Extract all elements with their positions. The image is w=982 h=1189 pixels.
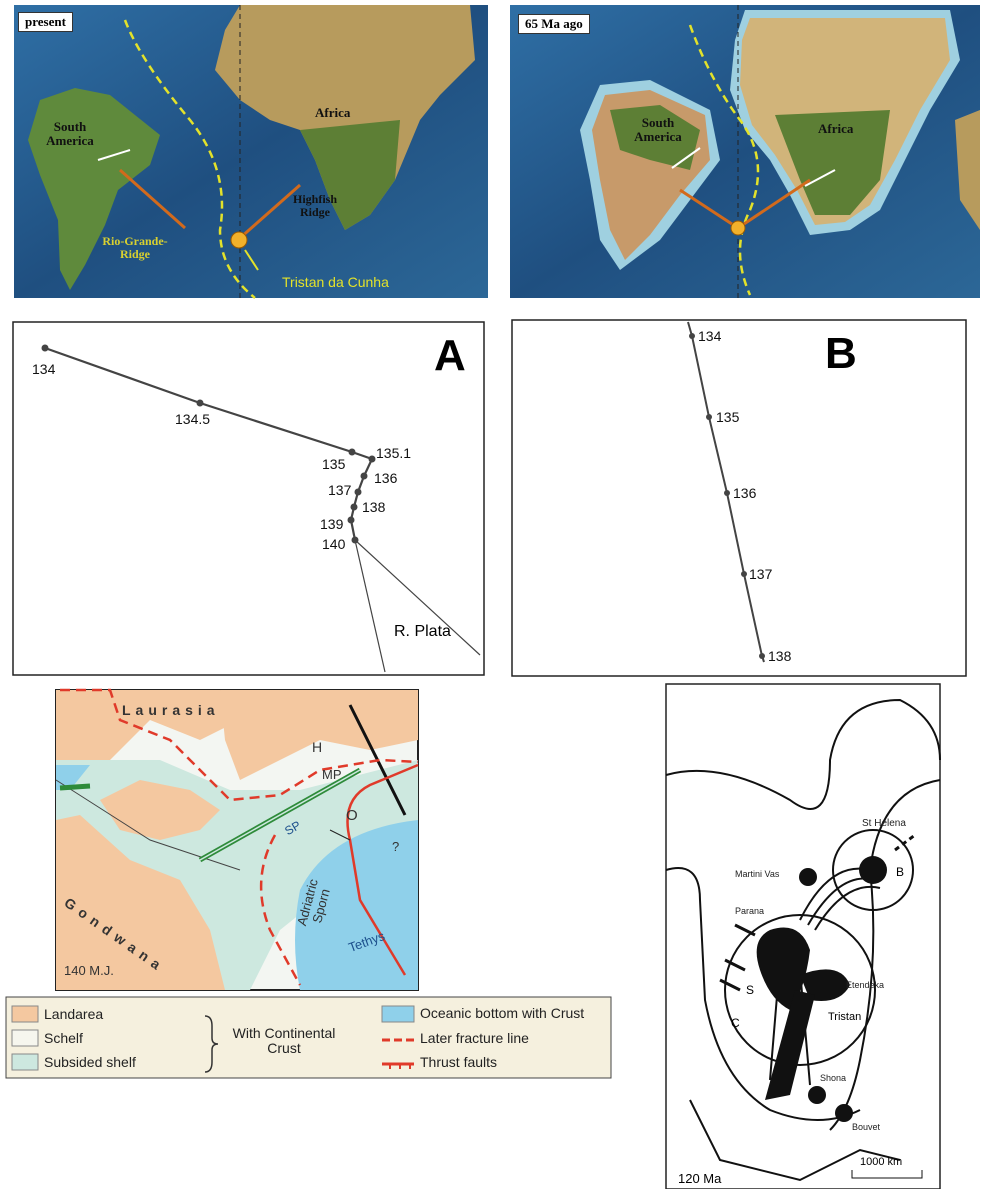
ridge-label: Highfish Ridge bbox=[290, 193, 340, 219]
age-label: 134.5 bbox=[175, 412, 210, 427]
hotspot-label: St Helena bbox=[862, 818, 906, 829]
age-label: 138 bbox=[768, 649, 791, 664]
ridge-label: Rio-Grande-Ridge bbox=[95, 235, 175, 261]
page: present South America Africa Highfish Ri… bbox=[0, 0, 982, 1189]
region-label: ? bbox=[392, 840, 399, 854]
legend-label: With Continental Crust bbox=[224, 1026, 344, 1057]
age-label: 140 bbox=[322, 537, 345, 552]
present-map bbox=[14, 5, 488, 298]
continent-label: South America bbox=[628, 116, 688, 145]
age-label: 137 bbox=[749, 567, 772, 582]
panel-letter: B bbox=[825, 330, 857, 378]
past-map bbox=[510, 5, 980, 298]
hotspot-label: C bbox=[731, 1017, 740, 1030]
landmass-label: Laurasia bbox=[122, 703, 220, 718]
hotspot-map bbox=[666, 684, 940, 1189]
legend-label: Later fracture line bbox=[420, 1031, 529, 1046]
hotspot-label: Shona bbox=[820, 1074, 846, 1084]
legend-label: Oceanic bottom with Crust bbox=[420, 1006, 584, 1021]
hotspot-label: Parana bbox=[735, 907, 764, 917]
age-label: 135 bbox=[716, 410, 739, 425]
legend-label: Subsided shelf bbox=[44, 1055, 136, 1070]
region-label: O bbox=[346, 808, 358, 825]
age-label: 138 bbox=[362, 500, 385, 515]
continent-label: South America bbox=[40, 120, 100, 149]
hotspot-label: S bbox=[746, 984, 754, 997]
legend-label: Landarea bbox=[44, 1007, 103, 1022]
age-label: 137 bbox=[328, 483, 351, 498]
age-label: 135 bbox=[322, 457, 345, 472]
scale-label: 1000 km bbox=[860, 1156, 902, 1168]
age-label: 139 bbox=[320, 517, 343, 532]
map-tag: present bbox=[18, 12, 73, 32]
hotspot-label: B bbox=[896, 866, 904, 879]
hotspot-label: Etendeka bbox=[846, 981, 884, 991]
legend-label: Schelf bbox=[44, 1031, 83, 1046]
age-label: 120 Ma bbox=[678, 1172, 721, 1186]
place-label: R. Plata bbox=[394, 623, 451, 641]
age-label: 134 bbox=[698, 329, 721, 344]
region-label: H bbox=[312, 740, 322, 755]
age-label: 134 bbox=[32, 362, 55, 377]
age-label: 136 bbox=[733, 486, 756, 501]
continent-label: Africa bbox=[818, 122, 853, 136]
age-label: 135.1 bbox=[376, 446, 411, 461]
age-label: 140 M.J. bbox=[64, 964, 114, 978]
age-label: 136 bbox=[374, 471, 397, 486]
panel-letter: A bbox=[434, 332, 466, 380]
hotspot-label: Tristan da Cunha bbox=[282, 275, 389, 290]
hotspot-label: Tristan bbox=[828, 1011, 861, 1023]
map-tag: 65 Ma ago bbox=[518, 14, 590, 34]
hotspot-label: Martini Vas bbox=[735, 870, 779, 880]
hotspot-label: Bouvet bbox=[852, 1123, 880, 1133]
region-label: MP bbox=[322, 768, 342, 782]
legend-label: Thrust faults bbox=[420, 1055, 497, 1070]
continent-label: Africa bbox=[315, 106, 350, 120]
